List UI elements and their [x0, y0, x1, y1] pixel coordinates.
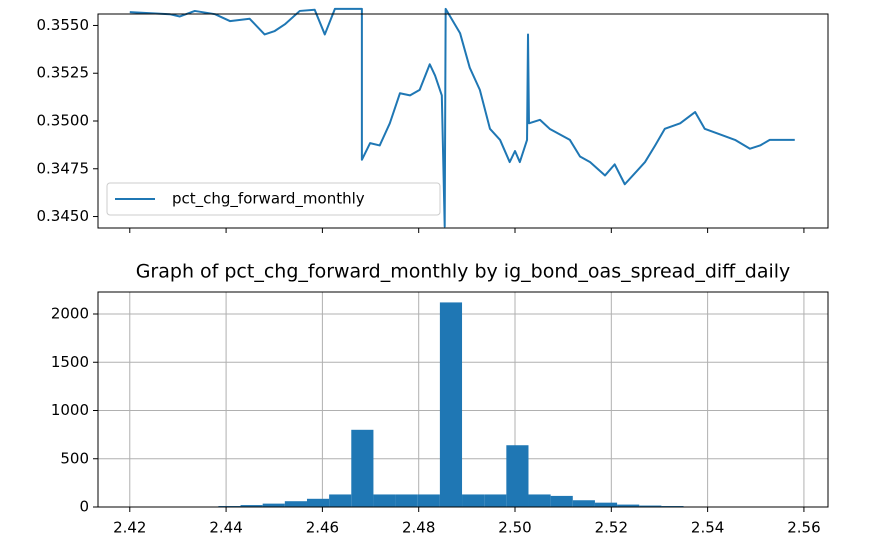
x-tick-label: 2.54 — [691, 519, 724, 537]
y-tick-label: 0.3550 — [37, 16, 90, 34]
bar — [594, 502, 618, 507]
axes-frame — [97, 13, 829, 229]
chart-title: Graph of pct_chg_forward_monthly by ig_b… — [136, 261, 791, 283]
y-tick-label: 1500 — [51, 353, 89, 371]
bar — [462, 494, 485, 507]
bar — [506, 445, 529, 507]
y-tick-label: 2000 — [51, 305, 89, 323]
x-tick-label: 2.56 — [787, 519, 820, 537]
bar — [395, 494, 418, 507]
y-tick-label: 500 — [60, 449, 89, 467]
bar — [572, 500, 595, 507]
x-tick-label: 2.44 — [209, 519, 242, 537]
y-tick-label: 0.3525 — [37, 64, 90, 82]
y-tick-label: 0.3500 — [37, 112, 90, 130]
x-tick-label: 2.42 — [113, 519, 146, 537]
legend: pct_chg_forward_monthly — [106, 182, 441, 216]
bar — [484, 494, 507, 507]
x-tick-label: 2.48 — [402, 519, 435, 537]
bar — [329, 494, 352, 507]
legend-box — [106, 182, 441, 216]
bar — [306, 498, 330, 507]
bar — [550, 495, 573, 507]
y-tick-label: 0.3475 — [37, 159, 90, 177]
bar — [284, 501, 307, 507]
bar — [617, 504, 640, 507]
x-tick-label: 2.50 — [498, 519, 531, 537]
bar — [351, 429, 374, 507]
y-tick-label: 0.3450 — [37, 207, 90, 225]
x-tick-label: 2.52 — [595, 519, 628, 537]
y-tick-label: 1000 — [51, 401, 89, 419]
legend-label: pct_chg_forward_monthly — [172, 190, 365, 209]
bar — [417, 494, 440, 507]
x-tick-label: 2.46 — [306, 519, 339, 537]
bar — [262, 503, 285, 507]
bar — [639, 505, 662, 507]
bar — [439, 302, 463, 507]
y-tick-label: 0 — [79, 498, 89, 516]
bar — [373, 494, 396, 507]
bar — [240, 505, 263, 507]
bar — [528, 494, 551, 507]
axes-frame — [97, 291, 829, 508]
line — [129, 7, 795, 228]
